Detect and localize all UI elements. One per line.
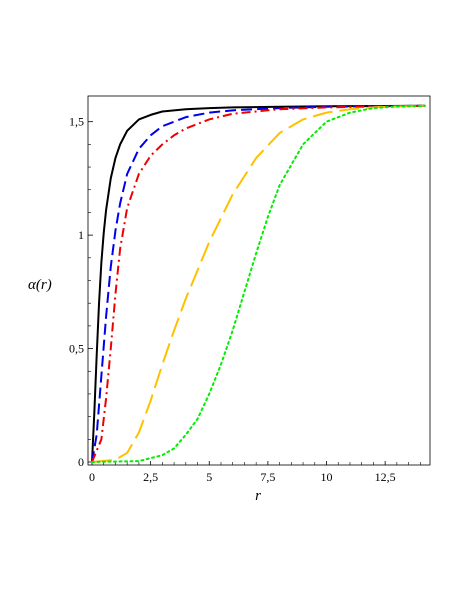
y-tick-label: 1 [78, 228, 84, 242]
y-tick-label: 1,5 [69, 115, 84, 129]
y-axis-label: α(r) [28, 277, 52, 293]
x-axis-label: r [255, 488, 261, 504]
y-tick-label: 0,5 [69, 342, 84, 356]
axis-ticks [88, 121, 421, 465]
x-tick-label: 12,5 [375, 470, 396, 484]
series-line-1 [91, 104, 426, 463]
series-line-5 [91, 104, 426, 463]
plot-frame [87, 95, 431, 466]
series-line-4 [91, 104, 426, 463]
series-lines [91, 104, 426, 463]
x-tick-label: 2,5 [143, 470, 158, 484]
x-tick-label: 7,5 [260, 470, 275, 484]
x-tick-label: 5 [206, 470, 212, 484]
x-tick-label: 10 [321, 470, 333, 484]
series-line-2 [91, 104, 426, 463]
axis-tick-labels: 0 2,5 5 7,5 10 12,5 0 0,5 1 1,5 [69, 115, 396, 484]
x-tick-label: 0 [89, 470, 95, 484]
y-tick-label: 0 [78, 455, 84, 469]
series-line-3 [91, 104, 426, 463]
